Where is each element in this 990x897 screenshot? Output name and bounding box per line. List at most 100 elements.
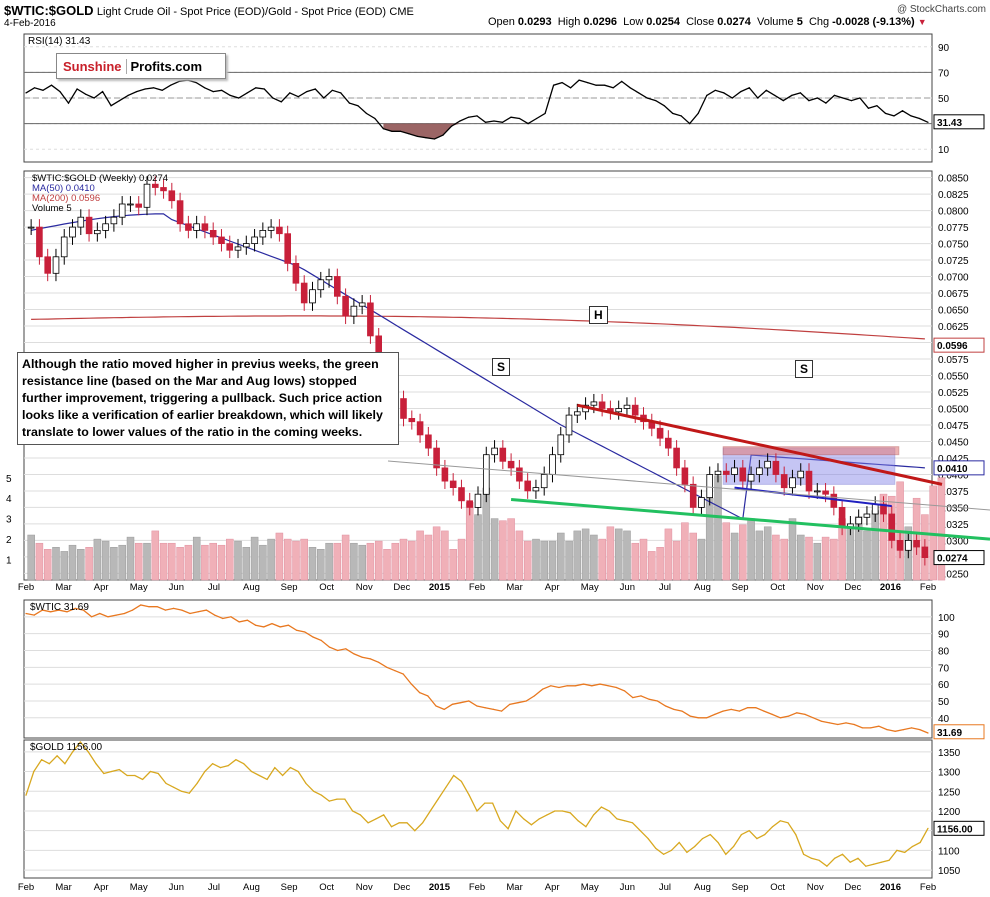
close-last-label: 0.0274: [937, 554, 968, 565]
gold-frame: [23, 739, 933, 879]
gold-point: [694, 845, 696, 848]
volume-bar: [474, 514, 482, 581]
wtic-point: [747, 707, 749, 709]
wtic-point: [656, 700, 659, 702]
gold-tick-label: 1050: [938, 866, 961, 877]
volume-label: Volume: [756, 16, 794, 28]
wtic-point: [66, 611, 68, 613]
volume-bar: [499, 520, 507, 581]
x-axis-label: Mar: [506, 882, 522, 893]
x-axis-label: Nov: [356, 882, 373, 893]
gold-point: [414, 830, 416, 832]
wtic-point: [878, 725, 880, 727]
wtic-tick-label: 100: [938, 613, 955, 624]
gold-point: [826, 865, 828, 867]
wtic-point: [615, 686, 618, 689]
candle-body: [466, 500, 473, 508]
x-axis-label: Feb: [469, 882, 485, 893]
rsi-point: [365, 112, 367, 114]
candle-body: [797, 470, 804, 479]
candle-body: [333, 276, 341, 297]
gold-point: [841, 853, 844, 855]
rsi-point: [153, 87, 155, 89]
volume-bar: [449, 549, 457, 581]
rsi-point: [50, 84, 53, 86]
candle-body: [855, 516, 862, 525]
main-tick-label: 0.0675: [938, 289, 969, 300]
volume-bar: [681, 522, 689, 581]
volume-bar: [523, 540, 532, 581]
wtic-point: [738, 710, 741, 712]
rsi-point: [144, 88, 146, 90]
rsi-point: [825, 102, 827, 104]
gold-point: [118, 769, 120, 771]
gold-point: [398, 822, 400, 824]
candle-body: [822, 490, 829, 495]
rsi-line: [25, 79, 929, 140]
candle-body: [615, 408, 622, 413]
wtic-point: [328, 646, 330, 648]
resistance-zone: [722, 446, 900, 456]
wtic-point: [148, 606, 150, 608]
main-tick-label: 0.0850: [938, 174, 969, 185]
gold-point: [266, 778, 268, 781]
gold-point: [282, 774, 284, 777]
rsi-point: [178, 80, 180, 82]
rsi-point: [774, 94, 776, 96]
rsi-point: [595, 84, 597, 86]
rsi-point: [782, 100, 784, 102]
wtic-point: [550, 685, 552, 687]
gold-point: [204, 770, 206, 773]
gold-point: [608, 810, 610, 812]
volume-bar: [416, 530, 424, 581]
rsi-point: [331, 89, 333, 91]
volume-bar: [341, 534, 350, 581]
x-axis-label: May: [581, 582, 599, 593]
rsi-oversold-fill: [383, 123, 460, 139]
volume-bar: [126, 536, 135, 581]
candle-body: [739, 467, 747, 482]
x-axis-label: 2015: [429, 882, 451, 893]
gold-point: [219, 767, 221, 769]
copyright: @ StockCharts.com: [896, 4, 986, 15]
rsi-point: [161, 89, 163, 91]
wtic-point: [484, 707, 486, 709]
volume-bar: [292, 540, 300, 581]
wtic-point: [181, 609, 183, 611]
candle-body: [491, 447, 498, 456]
x-axis-label: Jul: [208, 882, 220, 893]
candle-body: [94, 229, 101, 235]
logo-part-2: Profits.com: [125, 58, 202, 74]
candle-body: [905, 540, 912, 551]
wtic-point: [345, 648, 347, 650]
gold-point: [725, 853, 727, 855]
candle-body: [127, 203, 134, 206]
volume-tick-label: 5: [6, 474, 12, 485]
volume-bar: [705, 497, 714, 581]
rsi-point: [501, 121, 504, 123]
candle-body: [36, 226, 43, 258]
x-axis-label: May: [130, 882, 148, 893]
wtic-point: [91, 616, 93, 618]
rsi-point: [484, 121, 487, 123]
gold-point: [72, 751, 74, 753]
volume-bar: [515, 530, 524, 581]
main-tick-label: 0.0725: [938, 256, 969, 267]
candle-body: [714, 470, 722, 475]
chg-value: -0.0028 (-9.13%): [832, 16, 915, 28]
candle-body: [226, 243, 234, 251]
rsi-point: [553, 84, 555, 86]
wtic-point: [410, 683, 412, 685]
wtic-point: [894, 730, 896, 732]
wtic-point: [460, 702, 462, 704]
wtic-point: [763, 710, 765, 712]
candle-body: [160, 187, 167, 192]
volume-bar: [598, 538, 606, 581]
wtic-point: [525, 700, 527, 702]
gold-point: [429, 810, 431, 812]
x-axis-label: Sep: [281, 582, 298, 593]
gold-point: [896, 849, 898, 852]
gold-point: [134, 774, 136, 777]
volume-bar: [565, 540, 573, 581]
wtic-tick-label: 80: [938, 646, 950, 657]
